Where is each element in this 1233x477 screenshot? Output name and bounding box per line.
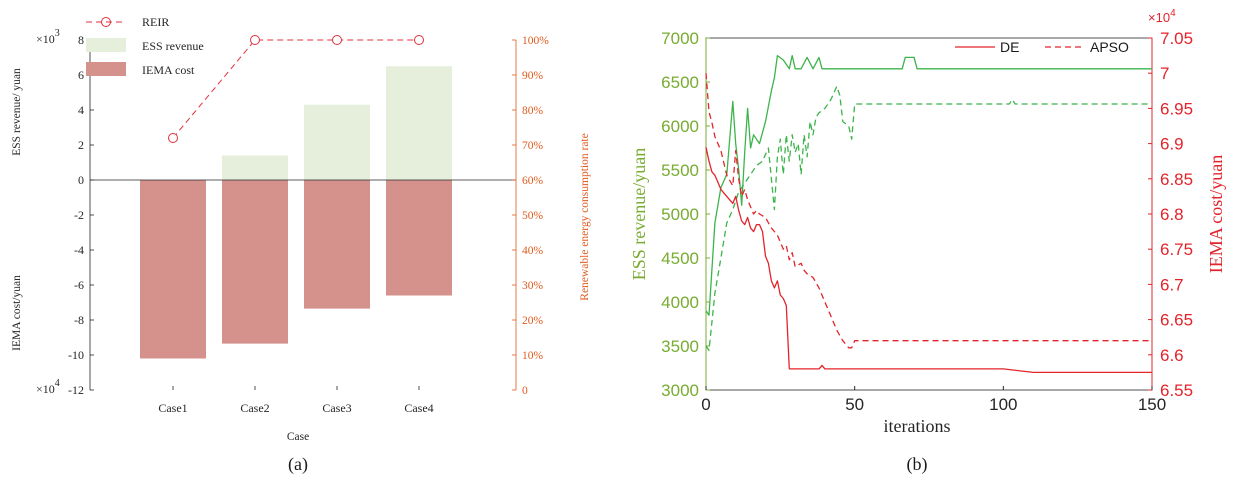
chart-panel-a: 8 6 4 2 0 -2 -4 -6 -8 -10 -12 100% 90% 80% 70% 60% 50% 4… [11, 15, 591, 475]
left-tick-label-b: 3500 [661, 337, 699, 356]
left-tick-label: 0 [78, 173, 84, 187]
right-tick-label: 20% [522, 315, 544, 327]
right-tick-label: 30% [522, 280, 544, 292]
right-tick-label: 40% [522, 245, 544, 257]
right-axis-exponent: ×104 [1148, 8, 1176, 25]
left-tick-label: -4 [74, 243, 84, 257]
right-tick-label-b: 6.95 [1160, 99, 1193, 118]
right-tick-label-b: 7 [1160, 64, 1169, 83]
x-tick-label: Case3 [322, 401, 351, 415]
legend-reir-marker [101, 17, 111, 27]
right-tick-label-b: 6.8 [1160, 205, 1184, 224]
left-tick-label: -12 [68, 383, 84, 397]
left-tick-label-b: 6500 [661, 73, 699, 92]
x-tick-label: Case4 [404, 401, 433, 415]
y-axis-label-left-b: ESS revenue/yuan [629, 148, 649, 280]
right-tick-label-b: 6.55 [1160, 381, 1193, 400]
x-tick-label: Case2 [240, 401, 269, 415]
ess-de-line [705, 54, 1152, 316]
y-axis-label-top: ESS revenue/ yuan [11, 68, 23, 156]
legend-iema-label: IEMA cost [142, 63, 195, 77]
left-tick-label-b: 4000 [661, 293, 699, 312]
reir-point [414, 35, 424, 45]
x-tick-label-b: 150 [1138, 395, 1166, 414]
left-tick-label: -2 [74, 208, 84, 222]
y-axis-label-right: Renewable energy consumption rate [579, 133, 591, 300]
ess-revenue-bar [304, 104, 370, 180]
right-tick-label: 50% [522, 210, 544, 222]
legend-ess-swatch [86, 38, 126, 52]
left-tick-label: -6 [74, 278, 84, 292]
panel-label-a: (a) [288, 454, 308, 475]
right-tick-label: 60% [522, 175, 544, 187]
left-tick-label: 2 [78, 138, 84, 152]
left-tick-label-b: 5000 [661, 205, 699, 224]
y-axis-label-bottom: IEMA cost/yuan [11, 275, 23, 351]
y-axis-label-right-b: IEMA cost/yuan [1206, 155, 1226, 274]
right-tick-label: 100% [522, 35, 549, 47]
legend-ess-label: ESS revenue [142, 39, 204, 53]
left-tick-label: 4 [78, 103, 84, 117]
right-tick-label: 90% [522, 70, 544, 82]
x-tick-label-b: 50 [845, 395, 864, 414]
iema-de-line [705, 146, 1152, 374]
iema-cost-bar [222, 180, 288, 344]
left-axis-exponent-top: ×103 [36, 28, 60, 46]
left-tick-label: -8 [74, 313, 84, 327]
iema-apso-line [705, 73, 1152, 349]
right-tick-label: 70% [522, 140, 544, 152]
legend-apso-label: APSO [1090, 39, 1129, 55]
right-tick-label: 10% [522, 350, 544, 362]
left-tick-label: -10 [68, 348, 84, 362]
legend-iema-swatch [86, 62, 126, 76]
x-axis-label-b: iterations [884, 416, 951, 436]
right-tick-label-b: 6.7 [1160, 275, 1184, 294]
left-tick-label-b: 3000 [661, 381, 699, 400]
ess-apso-line [705, 85, 1152, 352]
right-tick-label-b: 6.6 [1160, 346, 1184, 365]
ess-revenue-bar [222, 155, 288, 180]
left-tick-label-b: 4500 [661, 249, 699, 268]
left-axis-exponent-bottom: ×104 [36, 378, 60, 396]
reir-line [172, 39, 419, 139]
right-tick-label-b: 6.85 [1160, 170, 1193, 189]
left-tick-label: 6 [78, 68, 84, 82]
right-tick-label: 80% [522, 105, 544, 117]
right-tick-label-b: 6.75 [1160, 240, 1193, 259]
right-tick-label: 0 [522, 385, 528, 397]
ess-revenue-bar [386, 66, 452, 180]
iema-cost-bar [386, 180, 452, 296]
legend-reir-label: REIR [142, 15, 169, 29]
left-tick-label-b: 5500 [661, 161, 699, 180]
left-tick-label: 8 [78, 33, 84, 47]
iema-cost-bar [140, 180, 206, 359]
right-tick-label-b: 7.05 [1160, 29, 1193, 48]
legend-de-label: DE [1000, 39, 1019, 55]
plot-area-b [705, 37, 1153, 391]
chart-panel-b: 7000 6500 6000 5500 5000 4500 4000 3500 3000 7.0… [629, 8, 1226, 475]
left-tick-label-b: 6000 [661, 117, 699, 136]
left-tick-label-b: 7000 [661, 29, 699, 48]
x-tick-label-b: 100 [989, 395, 1017, 414]
x-axis-label: Case [287, 431, 309, 443]
reir-point [168, 133, 178, 143]
x-tick-label: Case1 [158, 401, 187, 415]
legend-b: DE APSO [955, 39, 1129, 55]
reir-point [250, 35, 260, 45]
x-tick-label-b: 0 [701, 395, 710, 414]
panel-label-b: (b) [907, 454, 928, 475]
right-tick-label-b: 6.65 [1160, 311, 1193, 330]
iema-cost-bar [304, 180, 370, 309]
legend: REIR ESS revenue IEMA cost [86, 15, 204, 77]
right-tick-label-b: 6.9 [1160, 135, 1184, 154]
reir-point [332, 35, 342, 45]
